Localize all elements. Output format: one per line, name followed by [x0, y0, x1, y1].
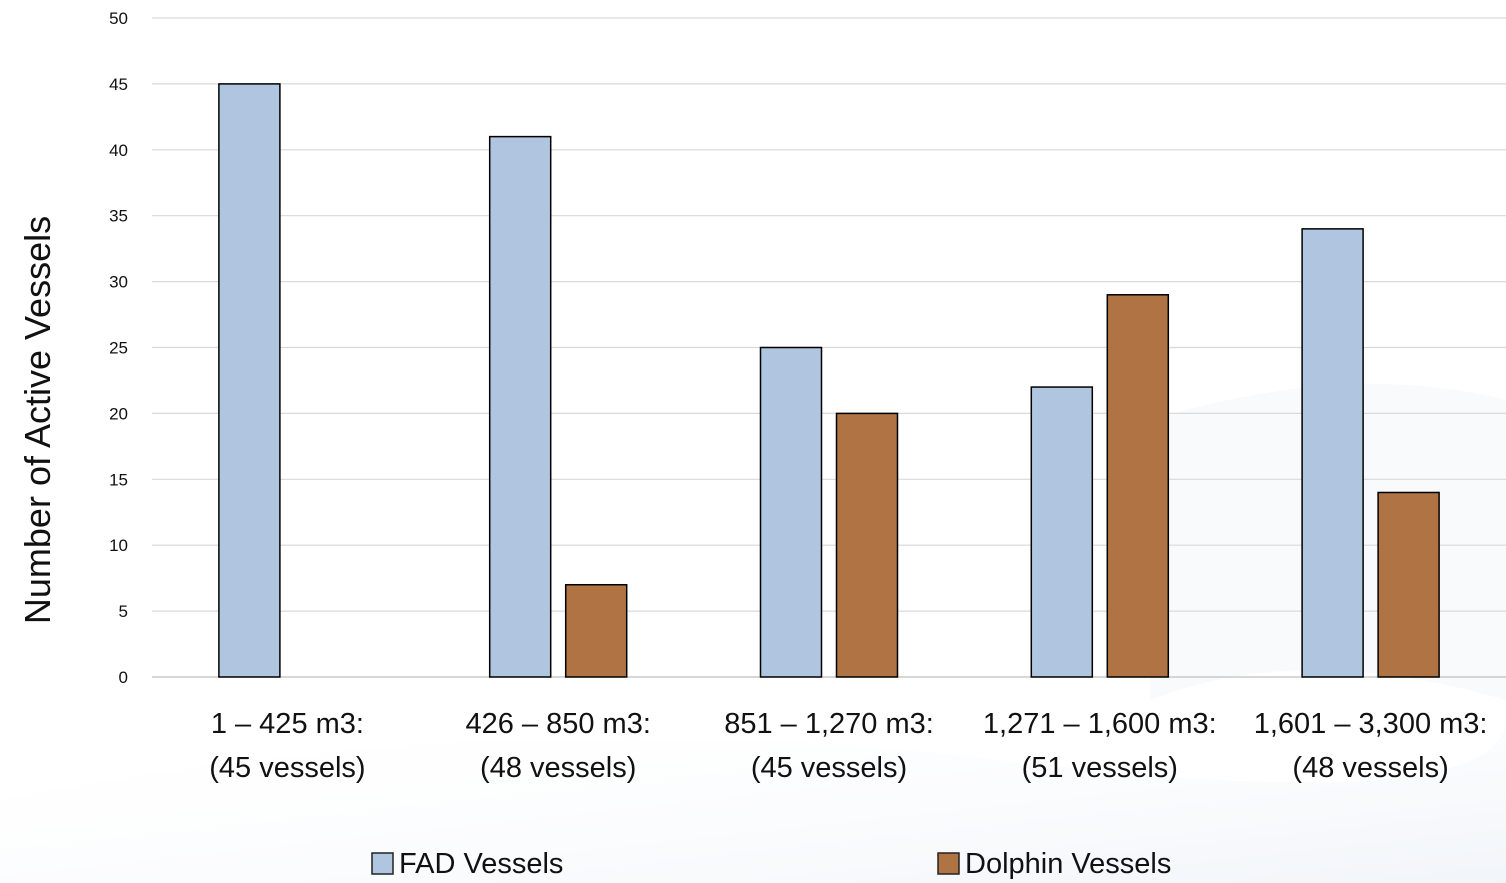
- x-tick-label: (51 vessels): [1022, 752, 1178, 784]
- x-tick-label: 851 – 1,270 m3:: [724, 708, 934, 740]
- bar-dolphin-vessels: [835, 412, 899, 678]
- y-tick-label: 20: [109, 404, 128, 423]
- x-tick-label: (45 vessels): [209, 752, 365, 784]
- bar-fad-vessels: [1301, 228, 1364, 678]
- y-tick-label: 5: [119, 602, 128, 621]
- y-axis-title: Number of Active Vessels: [17, 216, 58, 624]
- bar-dolphin-vessels: [564, 583, 628, 678]
- y-axis-ticks: 0 5 10 15 20 25 30 35 40 45 50: [109, 9, 128, 687]
- y-tick-label: 50: [109, 9, 128, 28]
- legend-swatch: [371, 852, 394, 875]
- x-tick-label: 1 – 425 m3:: [211, 708, 364, 740]
- bar-fad-vessels: [1030, 386, 1094, 678]
- legend-swatch: [937, 852, 960, 875]
- x-axis-labels: 1 – 425 m3: (45 vessels) 426 – 850 m3: (48 …: [209, 708, 1487, 784]
- gridlines: [152, 17, 1506, 678]
- legend-label: FAD Vessels: [399, 848, 563, 880]
- y-tick-label: 35: [109, 207, 128, 226]
- bar-fad-vessels: [218, 83, 281, 678]
- y-tick-label: 25: [109, 339, 128, 358]
- bar-dolphin-vessels: [1106, 294, 1170, 678]
- x-tick-label: (48 vessels): [480, 752, 636, 784]
- x-tick-label: 1,271 – 1,600 m3:: [983, 708, 1217, 740]
- y-tick-label: 45: [109, 75, 128, 94]
- y-tick-label: 15: [109, 470, 128, 489]
- x-tick-label: 426 – 850 m3:: [465, 708, 650, 740]
- legend: FAD Vessels Dolphin Vessels: [371, 848, 1171, 880]
- bar-dolphin-vessels: [1377, 491, 1440, 678]
- y-tick-label: 40: [109, 141, 128, 160]
- y-tick-label: 30: [109, 273, 128, 292]
- x-tick-label: (48 vessels): [1292, 752, 1448, 784]
- bars: [218, 83, 1440, 678]
- y-tick-label: 10: [109, 536, 128, 555]
- bar-fad-vessels: [488, 135, 552, 678]
- y-tick-label: 0: [119, 668, 128, 687]
- x-tick-label: 1,601 – 3,300 m3:: [1254, 708, 1488, 740]
- legend-label: Dolphin Vessels: [965, 848, 1171, 880]
- x-tick-label: (45 vessels): [751, 752, 907, 784]
- bar-fad-vessels: [759, 346, 823, 678]
